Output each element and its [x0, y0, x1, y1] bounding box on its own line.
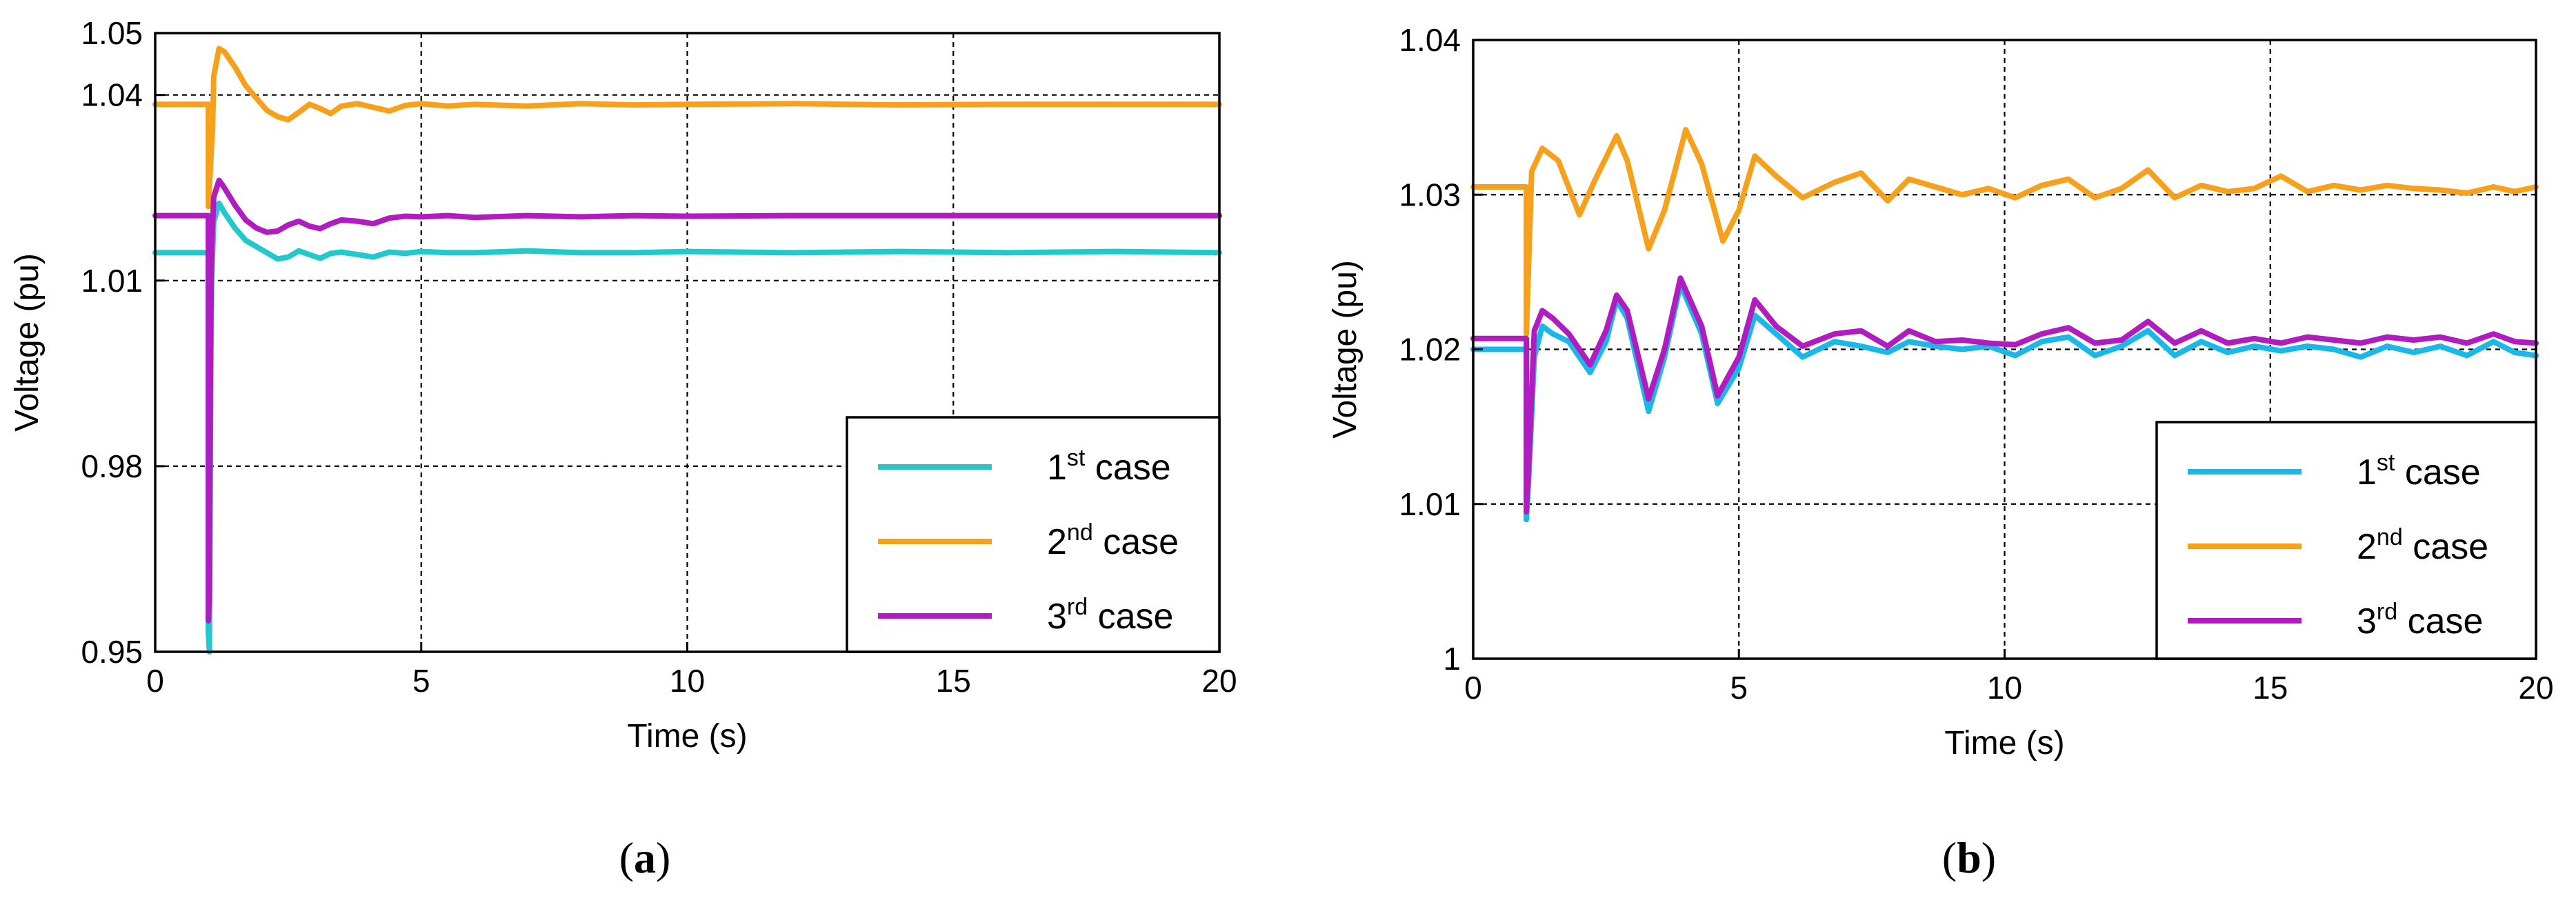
- x-tick-label-b-4: 20: [2518, 670, 2553, 706]
- caption-letter: a: [634, 833, 656, 882]
- y-tick-label-b-3: 1.03: [1399, 177, 1461, 212]
- x-tick-label-a-1: 5: [412, 663, 430, 699]
- caption-letter: b: [1957, 833, 1981, 882]
- legend-label-suffix: st: [2377, 450, 2395, 476]
- series-line-b-3: [1470, 275, 2539, 515]
- legend-label-text: case: [2397, 601, 2483, 641]
- caption-open-paren: (: [619, 833, 634, 882]
- caption-close-paren: ): [1981, 833, 1996, 882]
- panel-caption-b: (b): [1942, 833, 1996, 882]
- legend-label-number: 3: [2357, 601, 2377, 641]
- x-tick-label-b-3: 15: [2253, 670, 2288, 706]
- series-line-b-1: [1470, 281, 2539, 523]
- legend-box-a: [846, 416, 1221, 653]
- legend-label-number: 1: [2357, 452, 2377, 492]
- legend-label-b-3: 3rd case: [2357, 599, 2483, 641]
- legend-label-suffix: rd: [1067, 594, 1088, 620]
- x-tick-label-a-3: 15: [936, 663, 971, 699]
- caption-close-paren: ): [656, 833, 670, 882]
- legend-label-text: case: [1085, 448, 1170, 488]
- x-tick-label-b-2: 10: [1987, 670, 2022, 706]
- x-tick-label-b-1: 5: [1730, 670, 1748, 706]
- legend-label-suffix: nd: [1067, 519, 1093, 546]
- x-tick-label-a-0: 0: [146, 663, 164, 699]
- y-tick-label-a-0: 0.95: [81, 634, 143, 670]
- legend-label-suffix: nd: [2377, 524, 2403, 550]
- x-axis-title-b: Time (s): [1944, 725, 2064, 761]
- caption-open-paren: (: [1942, 833, 1957, 882]
- legend-label-text: case: [2403, 527, 2488, 567]
- legend-label-text: case: [1093, 522, 1179, 562]
- legend-label-a-2: 2nd case: [1047, 519, 1179, 562]
- panel-caption-a: (a): [619, 833, 671, 882]
- x-axis-title-a: Time (s): [627, 718, 747, 755]
- x-tick-label-a-4: 20: [1201, 663, 1237, 699]
- y-tick-label-a-1: 0.98: [81, 448, 143, 484]
- x-tick-label-b-0: 0: [1464, 670, 1482, 706]
- legend-label-a-1: 1st case: [1047, 445, 1171, 488]
- legend-label-number: 2: [1047, 522, 1067, 562]
- series-line-a-3: [152, 177, 1222, 624]
- legend-label-suffix: st: [1067, 445, 1086, 471]
- legend-label-number: 1: [1047, 448, 1067, 488]
- legend-label-number: 3: [1047, 597, 1067, 637]
- y-tick-label-b-2: 1.02: [1399, 332, 1461, 368]
- chart-panel-b: 0 5 10 15 20 1 1.01 1.02 1.03 1.04 Time (s) Voltage…: [1327, 22, 2554, 882]
- y-tick-label-a-2: 1.01: [81, 263, 143, 299]
- y-tick-label-a-4: 1.05: [81, 15, 143, 51]
- legend-label-number: 2: [2357, 527, 2377, 567]
- series-line-a-2: [152, 46, 1222, 210]
- y-tick-label-b-4: 1.04: [1399, 22, 1461, 58]
- y-tick-label-b-1: 1.01: [1399, 486, 1461, 522]
- chart-panel-a: 0 5 10 15 20 0.95 0.98 1.01 1.04 1.05 Time (s) Volt…: [9, 15, 1237, 882]
- series-line-b-2: [1470, 127, 2539, 337]
- legend-label-b-2: 2nd case: [2357, 524, 2488, 567]
- y-tick-label-b-0: 1: [1443, 641, 1461, 677]
- x-tick-label-a-2: 10: [670, 663, 705, 699]
- y-tick-label-a-3: 1.04: [81, 77, 143, 113]
- legend-label-text: case: [1088, 597, 1173, 637]
- y-axis-title-a: Voltage (pu): [9, 253, 46, 432]
- y-axis-title-b: Voltage (pu): [1327, 260, 1364, 439]
- legend-label-suffix: rd: [2377, 599, 2397, 625]
- legend-label-text: case: [2395, 452, 2480, 492]
- legend-label-b-1: 1st case: [2357, 450, 2481, 492]
- legend-label-a-3: 3rd case: [1047, 594, 1173, 637]
